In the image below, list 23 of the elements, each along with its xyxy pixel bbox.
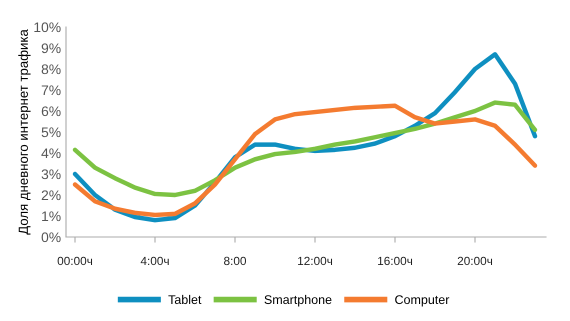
legend-label: Computer	[395, 295, 450, 307]
y-tick-label: 2%	[42, 190, 61, 200]
x-tick-label: 4:00ч	[140, 256, 169, 266]
x-tick-label: 20:00ч	[458, 256, 492, 266]
y-tick-label: 4%	[41, 148, 61, 158]
y-tick-label: 1%	[42, 211, 61, 222]
x-tick-label: 16:00ч	[378, 256, 412, 266]
y-tick-label: 7%	[42, 85, 61, 96]
y-tick-label: 8%	[42, 64, 61, 74]
legend-label: Smartphone	[264, 294, 332, 307]
y-tick-label: 0%	[42, 232, 61, 242]
x-tick-label: 12:00ч	[298, 256, 332, 266]
y-tick-label: 9%	[42, 43, 61, 54]
line-series	[72, 104, 538, 218]
legend-label: Tablet	[168, 294, 202, 304]
line-series	[72, 100, 538, 198]
y-tick-label: 3%	[42, 169, 61, 180]
y-axis-title: Доля дневного интернет трафика	[18, 29, 31, 235]
y-tick-label: 10%	[34, 22, 61, 32]
y-tick-label: 6%	[42, 106, 61, 116]
x-tick-label: 8:00	[224, 256, 246, 266]
y-tick-label: 5%	[42, 127, 61, 138]
x-tick-label: 00:00ч	[58, 256, 92, 266]
